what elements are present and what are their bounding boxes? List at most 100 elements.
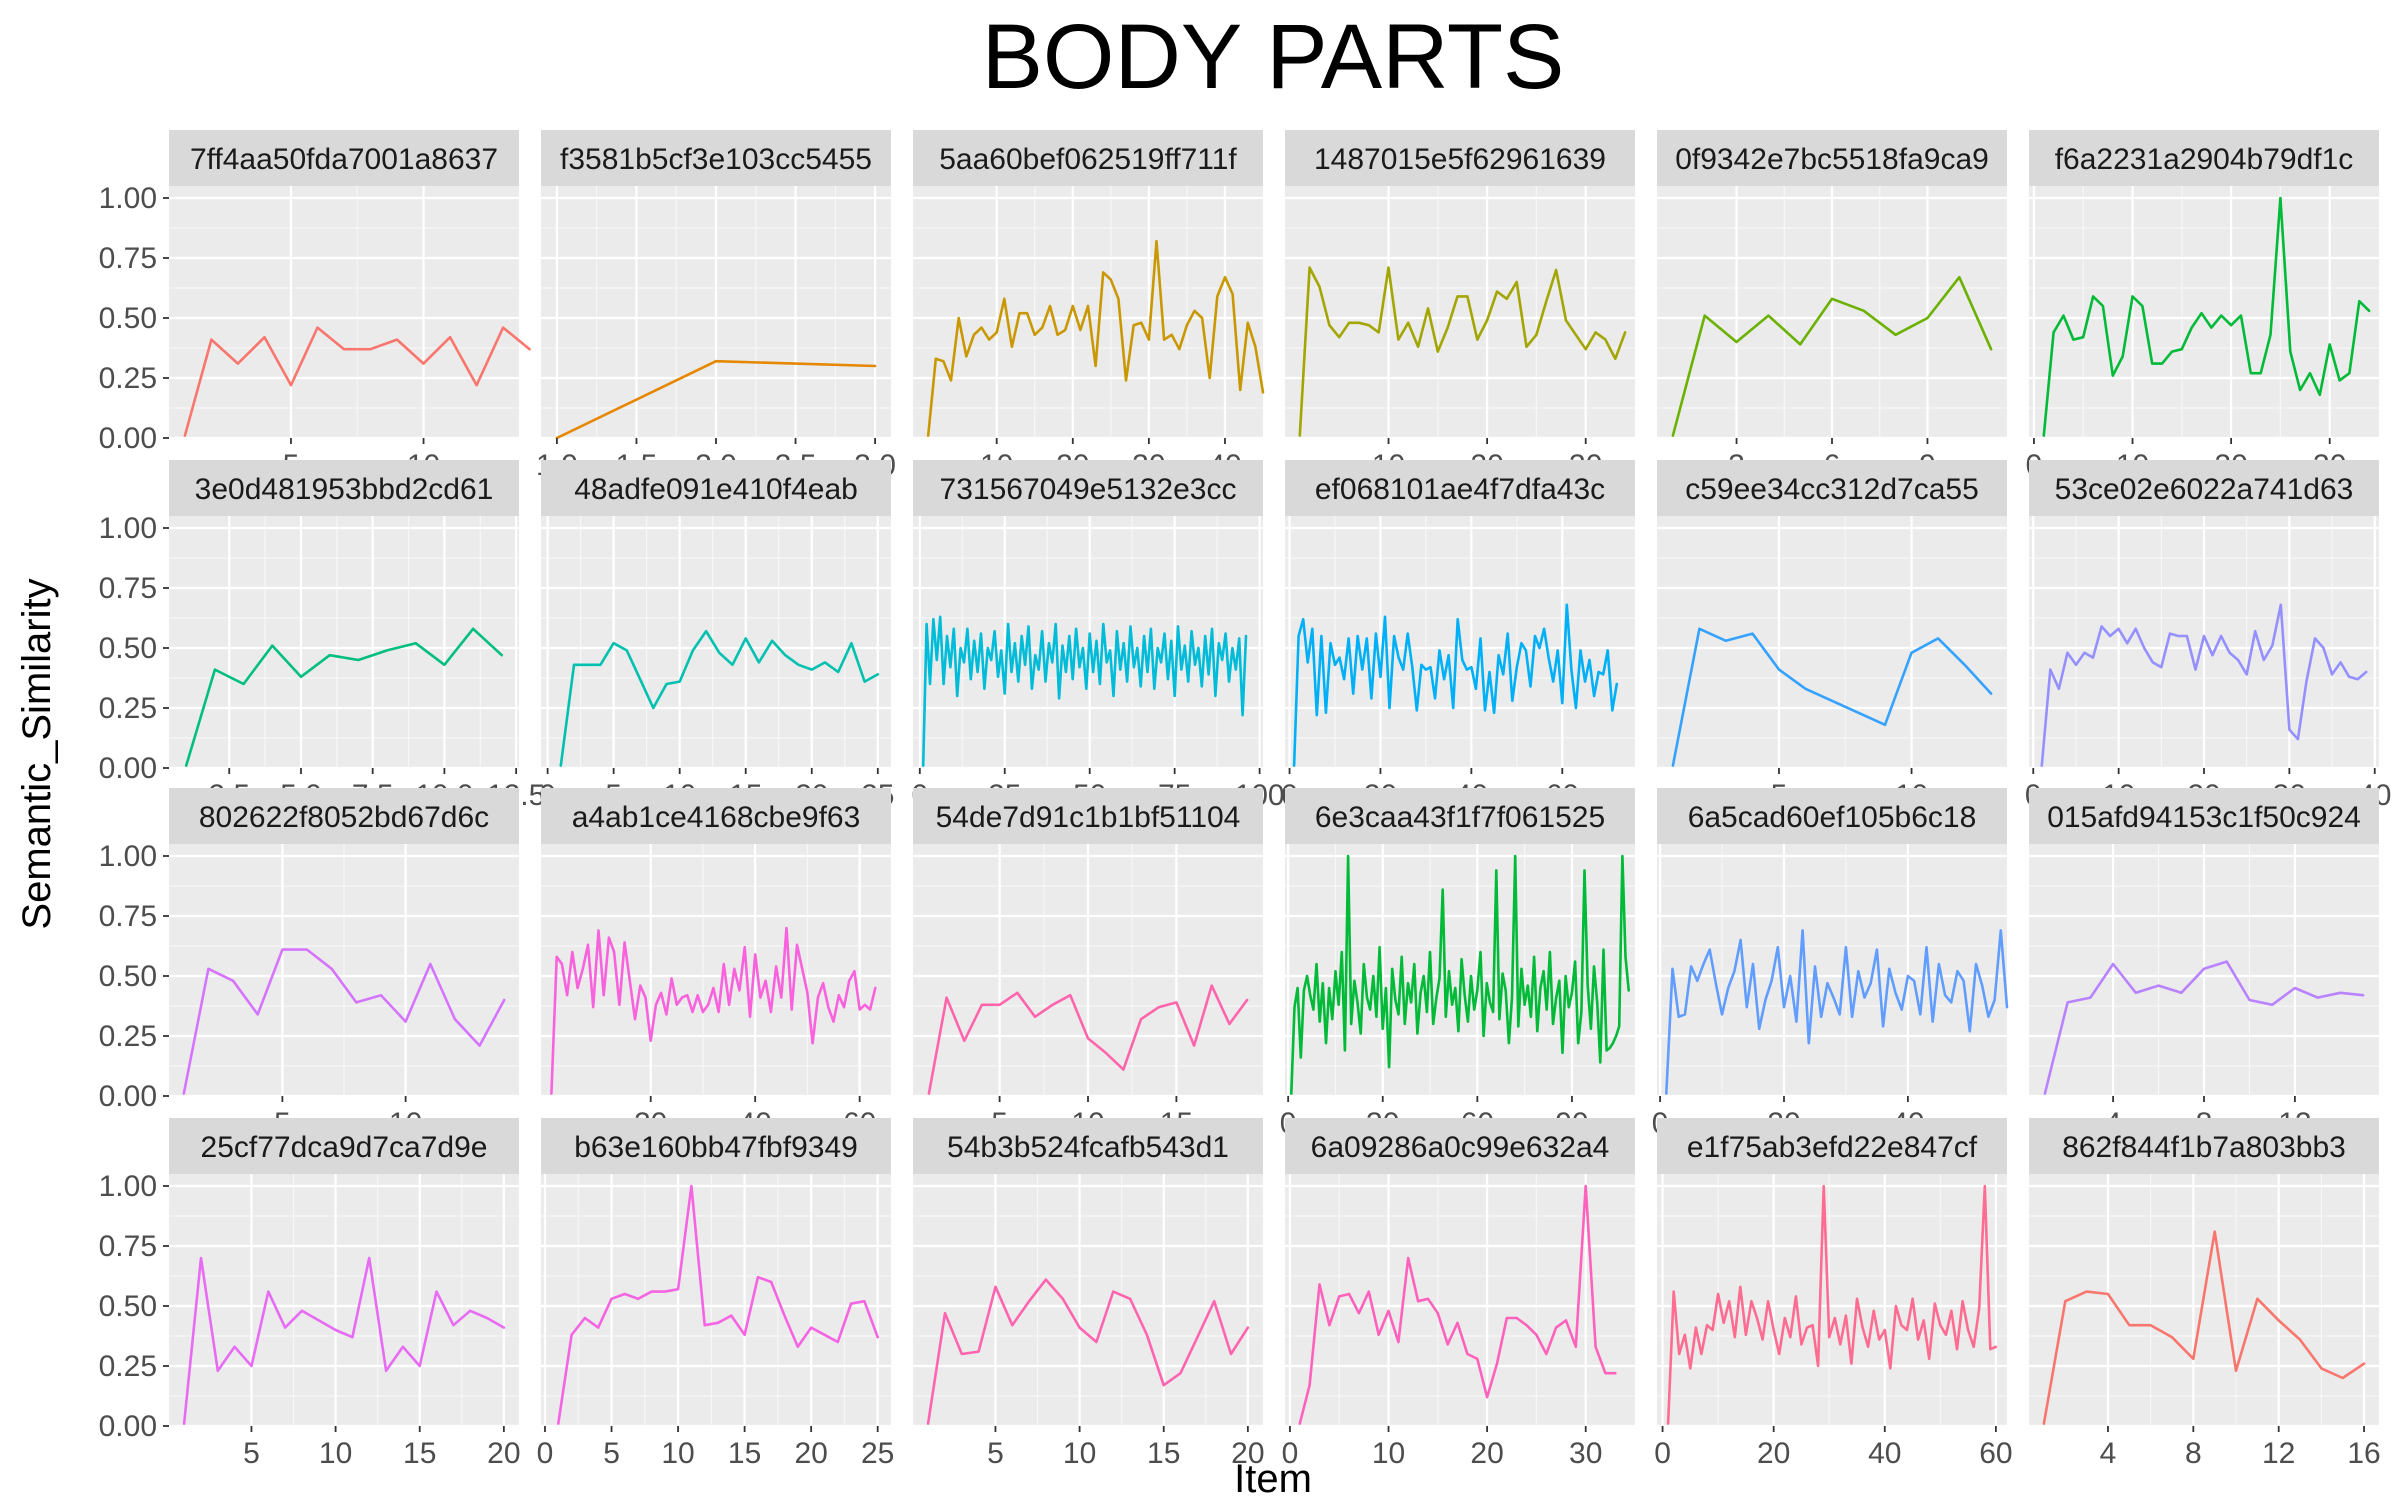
facet-panel: 5aa60bef062519ff711f10203040	[913, 130, 1265, 482]
facet-panel: 1487015e5f62961639102030	[1285, 130, 1635, 482]
facet-panel: a4ab1ce4168cbe9f63204060	[541, 788, 891, 1140]
y-tick-label: 1.00	[99, 512, 157, 545]
series-line	[182, 1256, 506, 1425]
panel-background	[169, 1174, 519, 1426]
x-tick-label: 10	[319, 1437, 352, 1470]
chart-title: BODY PARTS	[982, 6, 1565, 108]
series-line	[1290, 854, 1630, 1095]
facet-strip	[2029, 788, 2379, 844]
series-line	[2042, 196, 2371, 437]
x-tick-label: 15	[1147, 1437, 1180, 1470]
facet-panel: b63e160bb47fbf9349 0 5 10 15 20 25	[537, 1118, 894, 1470]
facet-label: c59ee34cc312d7ca55	[1685, 473, 1979, 506]
facet-strip	[1285, 130, 1635, 186]
facet-label: 25cf77dca9d7ca7d9e	[201, 1131, 488, 1164]
series-line	[1666, 1184, 1998, 1425]
x-tick-label: 20	[794, 1437, 827, 1470]
facet-label: ef068101ae4f7dfa43c	[1315, 473, 1605, 506]
facet-panel: 6e3caa43f1f7f0615250306090	[1280, 788, 1635, 1140]
facet-strip	[169, 130, 519, 186]
series-line	[555, 359, 877, 440]
facet-label: 53ce02e6022a741d63	[2055, 473, 2354, 506]
facet-strip	[913, 788, 1263, 844]
facet-panel: 7ff4aa50fda7001a86375100.000.250.500.751…	[99, 130, 531, 482]
y-tick-label: 0.50	[99, 302, 157, 335]
facet-label: 0f9342e7bc5518fa9ca9	[1675, 143, 1989, 176]
x-tick-label: 8	[2185, 1437, 2202, 1470]
panel-background	[1285, 186, 1635, 438]
facet-strip	[1657, 130, 2007, 186]
facet-label: 6a09286a0c99e632a4	[1311, 1131, 1610, 1164]
y-tick-label: 0.00	[99, 1080, 157, 1113]
facet-panel: e1f75ab3efd22e847cf 0 20 40 60	[1654, 1118, 2013, 1470]
x-tick-label: 5	[603, 1437, 620, 1470]
series-line	[1298, 266, 1627, 437]
x-tick-label: 15	[728, 1437, 761, 1470]
y-tick-label: 0.75	[99, 900, 157, 933]
series-line	[182, 948, 506, 1095]
series-line	[926, 239, 1265, 437]
facet-label: 1487015e5f62961639	[1314, 143, 1606, 176]
panel-background	[1657, 1174, 2007, 1426]
facet-panel: 6a09286a0c99e632a4 0 10 20 30	[1282, 1118, 1635, 1470]
series-line	[183, 326, 531, 437]
facet-label: 54b3b524fcafb543d1	[947, 1131, 1229, 1164]
x-tick-label: 5	[987, 1437, 1004, 1470]
panel-background	[169, 186, 519, 438]
y-tick-label: 0.50	[99, 632, 157, 665]
facet-panel: 862f844f1b7a803bb3 4 8 12 16	[2029, 1118, 2381, 1470]
facet-panel: f3581b5cf3e103cc54551.01.52.02.53.0	[536, 130, 896, 482]
x-tick-label: 20	[1757, 1437, 1790, 1470]
facet-panel: 802622f8052bd67d6c5100.000.250.500.751.0…	[99, 788, 519, 1140]
y-tick-label: 0.25	[99, 692, 157, 725]
facet-label: 6e3caa43f1f7f061525	[1315, 801, 1605, 834]
facet-label: 7ff4aa50fda7001a8637	[190, 143, 498, 176]
x-axis-title: Item	[1234, 1457, 1312, 1500]
series-line	[2040, 603, 2368, 767]
facet-strip	[913, 1118, 1263, 1174]
facet-label: f3581b5cf3e103cc5455	[560, 143, 872, 176]
facet-label: f6a2231a2904b79df1c	[2055, 143, 2354, 176]
facet-label: 862f844f1b7a803bb3	[2062, 1131, 2346, 1164]
x-tick-label: 10	[1372, 1437, 1405, 1470]
panel-background	[913, 1174, 1263, 1426]
facet-panel: 0f9342e7bc5518fa9ca9369	[1657, 130, 2007, 482]
facet-strip	[169, 788, 519, 844]
facet-strip	[541, 1118, 891, 1174]
facet-label: a4ab1ce4168cbe9f63	[572, 801, 861, 834]
facet-strip	[1285, 788, 1635, 844]
facet-panel: 731567049e5132e3cc0255075100	[911, 460, 1285, 812]
y-tick-label: 0.50	[99, 1290, 157, 1323]
facet-panel: 6a5cad60ef105b6c1802040	[1652, 788, 2009, 1140]
facet-label: e1f75ab3efd22e847cf	[1687, 1131, 1978, 1164]
facet-strip	[1657, 1118, 2007, 1174]
facet-panel: f6a2231a2904b79df1c0102030	[2026, 130, 2379, 482]
facet-panels: 7ff4aa50fda7001a8637 5 10 0.00 0.25 0.50 0.75 1…	[99, 130, 2391, 1470]
facet-strip	[2029, 130, 2379, 186]
facet-label: b63e160bb47fbf9349	[574, 1131, 858, 1164]
facet-strip	[1285, 460, 1635, 516]
facet-strip	[541, 788, 891, 844]
series-line	[1671, 627, 1993, 767]
series-line	[2042, 1230, 2366, 1425]
panel-background	[541, 844, 891, 1096]
series-line	[1292, 603, 1619, 767]
x-tick-label: 0	[1282, 1437, 1299, 1470]
y-tick-label: 0.25	[99, 1020, 157, 1053]
y-tick-label: 0.25	[99, 362, 157, 395]
x-tick-label: 15	[403, 1437, 436, 1470]
x-tick-label: 10	[1063, 1437, 1096, 1470]
series-line	[184, 627, 504, 767]
panel-background	[2029, 186, 2379, 438]
y-tick-label: 1.00	[99, 1170, 157, 1203]
facet-strip	[1657, 788, 2007, 844]
x-tick-label: 0	[1654, 1437, 1671, 1470]
series-line	[921, 615, 1248, 767]
facet-label: 3e0d481953bbd2cd61	[195, 473, 494, 506]
facet-strip	[169, 1118, 519, 1174]
y-tick-label: 0.25	[99, 1350, 157, 1383]
facet-strip	[913, 460, 1263, 516]
x-tick-label: 25	[861, 1437, 894, 1470]
y-tick-label: 1.00	[99, 182, 157, 215]
